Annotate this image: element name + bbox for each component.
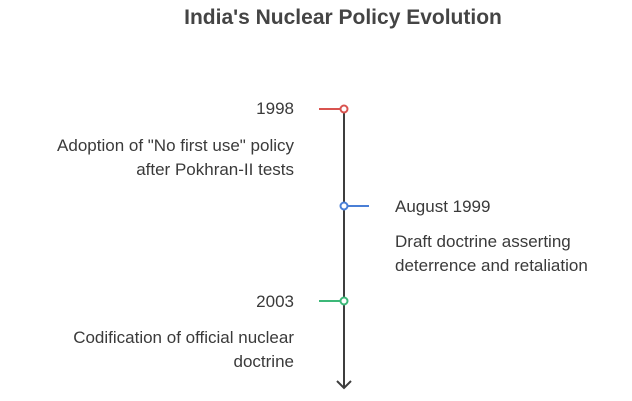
event-description: Adoption of "No first use" policy [57, 136, 294, 155]
event-description: doctrine [233, 352, 294, 371]
marker-1999 [339, 201, 349, 211]
event-description: deterrence and retaliation [395, 256, 588, 275]
arrow-down-icon [336, 380, 352, 390]
event-description: Codification of official nuclear [73, 328, 294, 347]
marker-1998 [339, 104, 349, 114]
event-description: Draft doctrine asserting [395, 232, 571, 251]
marker-2003 [339, 296, 349, 306]
event-date: 2003 [256, 292, 294, 311]
event-description: after Pokhran-II tests [136, 160, 294, 179]
event-date: August 1999 [395, 197, 491, 216]
diagram-title: India's Nuclear Policy Evolution [184, 6, 502, 29]
event-date: 1998 [256, 99, 294, 118]
